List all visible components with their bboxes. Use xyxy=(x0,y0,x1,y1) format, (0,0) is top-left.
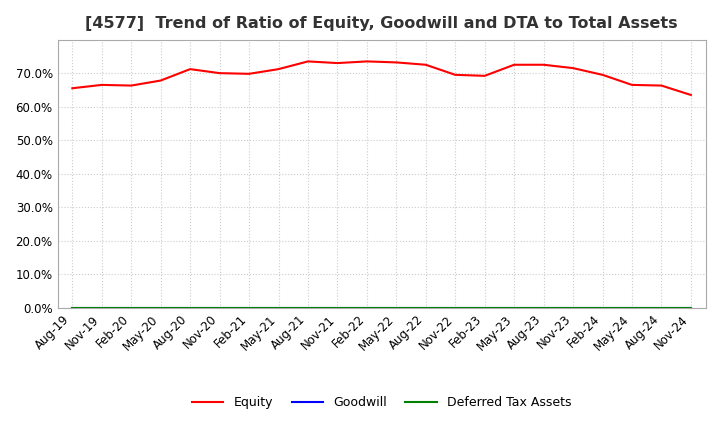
Goodwill xyxy=(392,305,400,311)
Equity xyxy=(245,71,253,77)
Deferred Tax Assets xyxy=(539,305,548,311)
Goodwill xyxy=(687,305,696,311)
Equity xyxy=(421,62,430,67)
Deferred Tax Assets xyxy=(628,305,636,311)
Deferred Tax Assets xyxy=(510,305,518,311)
Goodwill xyxy=(127,305,135,311)
Equity xyxy=(215,70,224,76)
Equity xyxy=(480,73,489,78)
Goodwill xyxy=(451,305,459,311)
Deferred Tax Assets xyxy=(363,305,372,311)
Goodwill xyxy=(657,305,666,311)
Goodwill xyxy=(156,305,165,311)
Title: [4577]  Trend of Ratio of Equity, Goodwill and DTA to Total Assets: [4577] Trend of Ratio of Equity, Goodwil… xyxy=(85,16,678,32)
Equity xyxy=(451,72,459,77)
Equity xyxy=(274,66,283,72)
Equity xyxy=(186,66,194,72)
Equity xyxy=(539,62,548,67)
Equity xyxy=(68,86,76,91)
Line: Equity: Equity xyxy=(72,62,691,95)
Equity xyxy=(628,82,636,88)
Goodwill xyxy=(598,305,607,311)
Goodwill xyxy=(68,305,76,311)
Deferred Tax Assets xyxy=(127,305,135,311)
Equity xyxy=(510,62,518,67)
Deferred Tax Assets xyxy=(68,305,76,311)
Goodwill xyxy=(363,305,372,311)
Goodwill xyxy=(421,305,430,311)
Goodwill xyxy=(539,305,548,311)
Deferred Tax Assets xyxy=(304,305,312,311)
Deferred Tax Assets xyxy=(657,305,666,311)
Goodwill xyxy=(97,305,106,311)
Deferred Tax Assets xyxy=(215,305,224,311)
Deferred Tax Assets xyxy=(97,305,106,311)
Deferred Tax Assets xyxy=(245,305,253,311)
Deferred Tax Assets xyxy=(333,305,342,311)
Goodwill xyxy=(628,305,636,311)
Deferred Tax Assets xyxy=(392,305,400,311)
Equity xyxy=(598,72,607,77)
Goodwill xyxy=(274,305,283,311)
Legend: Equity, Goodwill, Deferred Tax Assets: Equity, Goodwill, Deferred Tax Assets xyxy=(187,392,576,414)
Deferred Tax Assets xyxy=(598,305,607,311)
Goodwill xyxy=(333,305,342,311)
Deferred Tax Assets xyxy=(156,305,165,311)
Deferred Tax Assets xyxy=(687,305,696,311)
Deferred Tax Assets xyxy=(274,305,283,311)
Goodwill xyxy=(510,305,518,311)
Equity xyxy=(392,60,400,65)
Equity xyxy=(156,78,165,83)
Equity xyxy=(333,60,342,66)
Goodwill xyxy=(186,305,194,311)
Goodwill xyxy=(245,305,253,311)
Goodwill xyxy=(304,305,312,311)
Equity xyxy=(304,59,312,64)
Goodwill xyxy=(569,305,577,311)
Equity xyxy=(657,83,666,88)
Deferred Tax Assets xyxy=(421,305,430,311)
Deferred Tax Assets xyxy=(569,305,577,311)
Goodwill xyxy=(215,305,224,311)
Equity xyxy=(127,83,135,88)
Goodwill xyxy=(480,305,489,311)
Deferred Tax Assets xyxy=(186,305,194,311)
Equity xyxy=(687,92,696,98)
Equity xyxy=(569,66,577,71)
Equity xyxy=(97,82,106,88)
Deferred Tax Assets xyxy=(451,305,459,311)
Deferred Tax Assets xyxy=(480,305,489,311)
Equity xyxy=(363,59,372,64)
